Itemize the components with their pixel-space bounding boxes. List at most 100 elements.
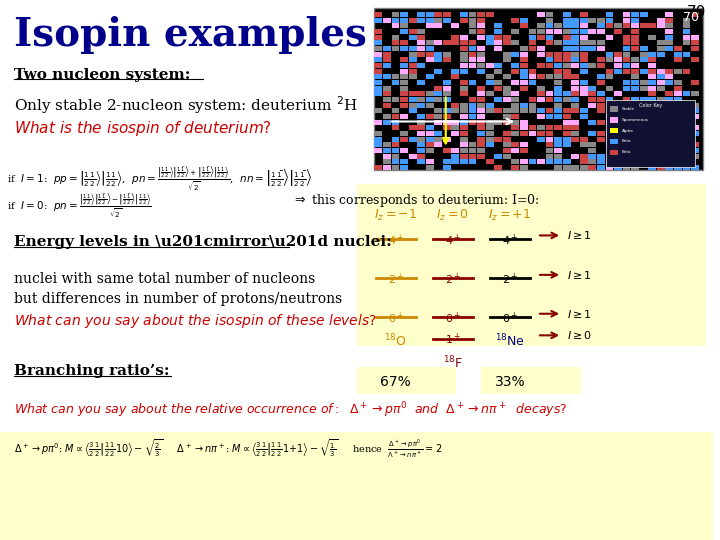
Bar <box>691 46 699 51</box>
Bar <box>554 23 562 28</box>
Bar <box>665 23 673 28</box>
Bar <box>648 74 656 79</box>
Bar <box>434 97 442 102</box>
Bar <box>640 51 647 57</box>
Bar <box>580 137 588 141</box>
Bar <box>482 367 581 394</box>
Text: Isopin examples: Isopin examples <box>14 16 367 54</box>
Bar <box>563 35 570 39</box>
Bar <box>554 80 562 85</box>
Text: $^{18}$O: $^{18}$O <box>384 333 408 350</box>
Bar <box>460 125 468 130</box>
Bar <box>494 23 502 28</box>
Bar <box>477 153 485 159</box>
Bar <box>400 69 408 73</box>
Bar <box>537 114 545 119</box>
Bar <box>460 108 468 113</box>
Bar <box>623 85 631 91</box>
Bar <box>588 148 596 153</box>
Text: $4^+$: $4^+$ <box>387 232 404 247</box>
Bar <box>631 85 639 91</box>
Bar <box>451 120 459 125</box>
Bar <box>563 125 570 130</box>
Bar <box>580 85 588 91</box>
Text: $\it{What\ is\ the\ isospin\ of\ deuterium?}$: $\it{What\ is\ the\ isospin\ of\ deuteri… <box>14 119 272 138</box>
Bar <box>683 153 690 159</box>
Bar <box>409 108 417 113</box>
Bar <box>588 159 596 164</box>
Bar <box>434 91 442 96</box>
Bar <box>503 153 510 159</box>
Bar <box>494 35 502 39</box>
Bar <box>683 51 690 57</box>
Text: nuclei with same total number of nucleons: nuclei with same total number of nucleon… <box>14 272 315 286</box>
Bar <box>356 184 706 346</box>
Bar <box>588 165 596 170</box>
Bar <box>623 17 631 23</box>
Text: $0^+$: $0^+$ <box>387 310 404 326</box>
Bar <box>546 159 554 164</box>
Bar <box>486 91 493 96</box>
Bar <box>486 120 493 125</box>
Bar <box>623 57 631 62</box>
Bar <box>434 137 442 141</box>
Bar <box>469 108 477 113</box>
Bar <box>460 80 468 85</box>
Bar <box>383 74 391 79</box>
Bar <box>640 57 647 62</box>
Bar <box>426 148 433 153</box>
Bar <box>631 114 639 119</box>
Bar <box>554 74 562 79</box>
Bar <box>460 40 468 45</box>
Bar <box>588 46 596 51</box>
Bar <box>657 103 665 107</box>
Bar <box>374 35 382 39</box>
Bar <box>469 57 477 62</box>
Bar <box>563 17 570 23</box>
Bar <box>400 131 408 136</box>
Bar <box>571 131 579 136</box>
Bar <box>443 97 451 102</box>
Bar <box>434 69 442 73</box>
Bar <box>392 165 400 170</box>
Bar <box>443 148 451 153</box>
Bar <box>400 63 408 68</box>
Bar <box>640 153 647 159</box>
Bar <box>648 153 656 159</box>
Bar <box>374 137 382 141</box>
Bar <box>623 97 631 102</box>
Bar <box>503 137 510 141</box>
Bar <box>383 91 391 96</box>
Bar <box>657 148 665 153</box>
Bar <box>477 69 485 73</box>
Bar <box>640 85 647 91</box>
Bar <box>383 17 391 23</box>
Bar <box>434 40 442 45</box>
Bar <box>571 17 579 23</box>
Bar <box>528 74 536 79</box>
Bar <box>443 120 451 125</box>
Bar <box>537 63 545 68</box>
Bar <box>503 108 510 113</box>
Bar <box>511 69 519 73</box>
Bar <box>537 137 545 141</box>
Bar <box>648 148 656 153</box>
Bar <box>631 142 639 147</box>
Bar <box>683 114 690 119</box>
Bar <box>374 131 382 136</box>
Bar <box>511 97 519 102</box>
Bar <box>460 137 468 141</box>
Bar <box>554 85 562 91</box>
Bar <box>451 125 459 130</box>
Bar <box>571 23 579 28</box>
Bar <box>460 148 468 153</box>
Bar <box>546 97 554 102</box>
Bar <box>597 108 605 113</box>
Bar <box>511 142 519 147</box>
Bar <box>623 63 631 68</box>
Bar <box>683 23 690 28</box>
Bar <box>392 40 400 45</box>
Bar <box>520 46 528 51</box>
Bar <box>451 40 459 45</box>
Bar <box>418 142 425 147</box>
